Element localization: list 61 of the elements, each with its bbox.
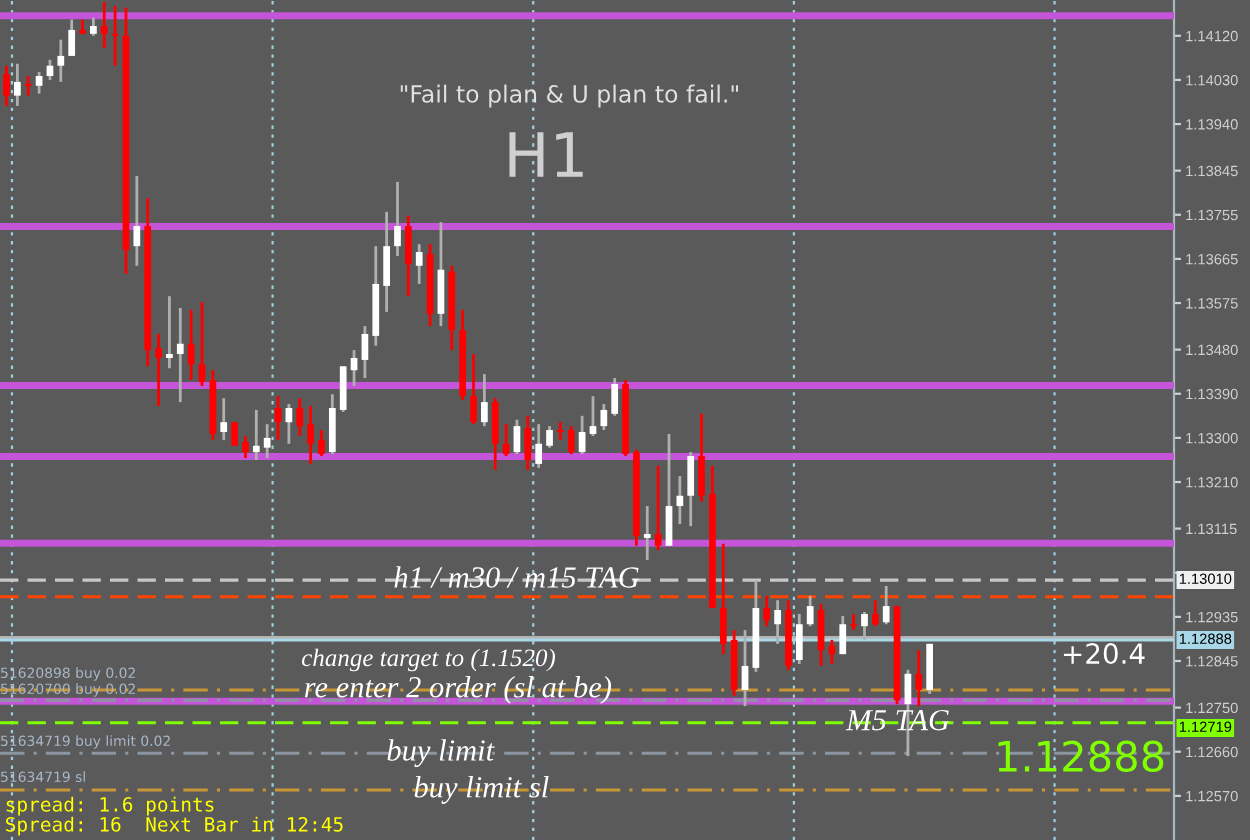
candlestick [481, 372, 488, 428]
annotation: spread: 1.6 points [6, 796, 214, 816]
candlestick [307, 404, 314, 466]
candlestick [882, 584, 890, 626]
candlestick [176, 306, 184, 404]
candlestick [155, 332, 162, 408]
candlestick [252, 408, 260, 462]
candlestick [600, 402, 608, 432]
candlestick [296, 396, 304, 438]
annotation: Spread: 16 Next Bar in 12:45 [6, 816, 343, 836]
candlestick [133, 174, 141, 268]
text: H1 [509, 132, 583, 177]
candlestick [470, 352, 477, 426]
candlestick [524, 414, 532, 472]
candlestick [14, 62, 21, 108]
candlestick [24, 74, 32, 98]
candlestick [90, 16, 97, 38]
candlestick [589, 394, 597, 438]
candlestick [698, 412, 705, 504]
candlestick [328, 392, 336, 456]
candlestick [318, 428, 325, 458]
candlestick [68, 18, 76, 58]
candlestick [763, 594, 771, 628]
candlestick [850, 612, 857, 632]
candlestick [557, 420, 564, 442]
candlestick [263, 422, 271, 460]
candlestick [535, 422, 543, 470]
candlestick [404, 214, 412, 298]
annotation: 1.12888 [998, 740, 1164, 773]
candlestick [111, 4, 119, 68]
candlestick [220, 396, 228, 442]
candlestick [567, 424, 575, 456]
candlestick [3, 64, 10, 108]
annotation: change target to (1.1520) [301, 648, 556, 672]
candlestick [415, 242, 423, 286]
candlestick [383, 210, 390, 314]
candlestick [665, 432, 673, 548]
annotation: +20.4 [1063, 643, 1145, 665]
candlestick [643, 504, 651, 562]
candlestick [871, 598, 879, 628]
candlestick [57, 38, 65, 84]
candlestick [242, 434, 249, 460]
candlestick [35, 70, 43, 96]
candlestick [100, 0, 108, 50]
candlestick [611, 376, 619, 418]
ref-line-label: buy limit [387, 739, 495, 768]
candlestick [198, 300, 206, 388]
candlestick [676, 474, 684, 526]
candlestick [491, 396, 499, 472]
candlestick [654, 464, 662, 552]
candlestick [687, 450, 695, 528]
candlestick [546, 424, 553, 450]
candlestick [187, 308, 195, 382]
text: "Fail to plan & U plan to fail." [400, 84, 738, 108]
candlestick [394, 180, 401, 258]
candlestick [166, 294, 173, 370]
candlestick [926, 642, 934, 696]
candlestick [339, 364, 347, 414]
candlestick [719, 542, 727, 656]
candlestick [915, 648, 923, 708]
candlestick [806, 594, 814, 628]
